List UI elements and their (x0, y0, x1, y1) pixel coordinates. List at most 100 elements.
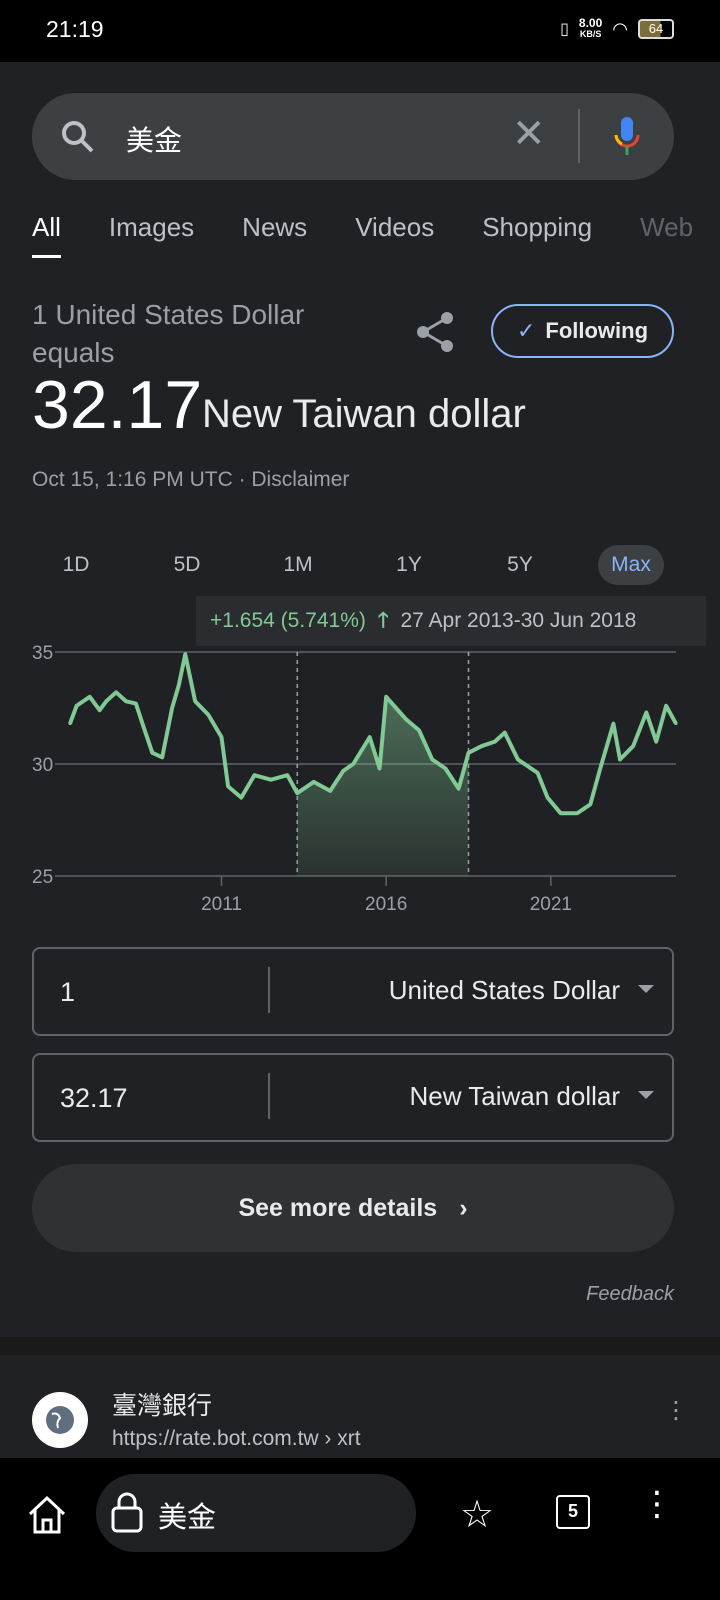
data-point (170, 706, 174, 710)
data-point (183, 652, 187, 656)
selected-range-area (297, 696, 469, 876)
more-options-icon[interactable]: ⋮ (664, 1397, 688, 1424)
amount-to-input[interactable]: 32.17 (60, 1083, 128, 1113)
data-point (575, 811, 579, 815)
data-point (443, 766, 447, 770)
data-point (503, 731, 507, 735)
data-point (134, 702, 138, 706)
range-5y[interactable]: 5Y (507, 553, 533, 576)
x-tick-label: 2011 (201, 894, 242, 915)
timestamp: Oct 15, 1:16 PM UTC · Disclaimer (32, 468, 350, 491)
conversion-label: 1 United States Dollar equals (32, 299, 305, 368)
check-icon: ✓ (516, 318, 536, 343)
y-tick-label: 25 (32, 867, 53, 888)
divider (578, 109, 580, 163)
data-point (430, 758, 434, 762)
to-currency-box: 32.17 New Taiwan dollar (32, 1053, 674, 1142)
tab-all[interactable]: All (32, 212, 61, 258)
data-point (480, 744, 484, 748)
exchange-rate-chart[interactable]: 25 30 35 2011 2016 2021 (0, 600, 720, 930)
menu-icon[interactable]: ⋮ (640, 1485, 674, 1523)
data-point (206, 713, 210, 717)
search-icon (62, 121, 94, 153)
clear-icon[interactable]: ✕ (512, 112, 546, 156)
net-speed: 8.00 KB/S (578, 16, 603, 39)
range-1d[interactable]: 1D (62, 553, 90, 576)
home-icon[interactable] (26, 1494, 68, 1536)
data-point (150, 751, 154, 755)
dropdown-icon[interactable] (638, 985, 654, 993)
x-tick-label: 2021 (530, 894, 572, 915)
from-currency-box: 1 United States Dollar (32, 947, 674, 1036)
lock-icon (111, 1492, 143, 1533)
data-point (368, 735, 372, 739)
browser-toolbar: 美金 ☆ 5 ⋮ (0, 1458, 720, 1600)
currency-from-select[interactable]: United States Dollar (388, 975, 620, 1005)
data-point (598, 766, 602, 770)
x-tick-label: 2016 (365, 894, 407, 915)
data-point (394, 706, 398, 710)
data-point (493, 740, 497, 744)
data-point (177, 684, 181, 688)
range-1m[interactable]: 1M (283, 553, 313, 576)
tab-switcher-button[interactable]: 5 (556, 1495, 590, 1529)
data-point (664, 704, 668, 708)
data-point (68, 722, 72, 726)
data-point (98, 708, 102, 712)
amount-from-input[interactable]: 1 (60, 977, 76, 1007)
tab-images[interactable]: Images (108, 212, 195, 242)
data-point (351, 762, 355, 766)
feedback-link[interactable]: Feedback (586, 1283, 674, 1305)
tab-videos[interactable]: Videos (355, 212, 435, 242)
data-point (457, 787, 461, 791)
tab-shopping[interactable]: Shopping (482, 212, 593, 242)
rate-value: 32.17 (32, 367, 203, 443)
currency-to-select[interactable]: New Taiwan dollar (409, 1081, 620, 1111)
result-title[interactable]: 臺灣銀行 (112, 1392, 213, 1420)
data-point (124, 699, 128, 703)
data-point (140, 722, 144, 726)
arrow-up-icon: 🡑 (377, 609, 389, 632)
result-url[interactable]: https://rate.bot.com.tw › xrt (112, 1427, 361, 1450)
data-point (378, 766, 382, 770)
data-point (88, 695, 92, 699)
data-point (467, 751, 471, 755)
status-bar: 21:19 ▯ 8.00 KB/S ◠ 64 (0, 0, 720, 62)
search-input[interactable]: 美金 (126, 125, 183, 156)
data-point (536, 771, 540, 775)
following-button[interactable]: ✓ Following (491, 304, 674, 358)
data-point (341, 769, 345, 773)
address-bar[interactable]: 美金 (96, 1474, 416, 1552)
data-point (114, 690, 118, 694)
chevron-right-icon: › (459, 1194, 468, 1222)
microphone-icon[interactable] (612, 115, 642, 159)
y-tick-label: 35 (32, 643, 53, 664)
search-tabs: All Images News Videos Shopping Web (32, 212, 693, 258)
see-more-details-button[interactable]: See more details › (32, 1164, 674, 1252)
selection-tooltip: +1.654 (5.741%) 🡑 27 Apr 2013-30 Jun 201… (196, 596, 706, 646)
data-point (631, 744, 635, 748)
data-point (220, 735, 223, 739)
vibrate-icon: ▯ (560, 21, 569, 38)
data-point (618, 758, 622, 762)
address-text[interactable]: 美金 (158, 1502, 217, 1534)
data-point (193, 699, 197, 703)
data-point (674, 722, 678, 726)
selection-change: +1.654 (5.741%) (210, 609, 366, 632)
share-icon[interactable] (415, 310, 457, 354)
tab-web[interactable]: Web (640, 212, 694, 242)
y-tick-label: 30 (32, 755, 53, 776)
dropdown-icon[interactable] (638, 1091, 654, 1099)
battery-icon: 64 (638, 19, 674, 39)
data-point (285, 773, 289, 777)
search-bar[interactable]: 美金 ✕ (32, 93, 674, 180)
data-point (644, 710, 648, 714)
bookmark-star-icon[interactable]: ☆ (460, 1494, 495, 1536)
data-point (384, 695, 388, 699)
data-point (588, 802, 592, 806)
tab-news[interactable]: News (242, 212, 308, 242)
range-5d[interactable]: 5D (173, 553, 201, 576)
data-point (252, 773, 256, 777)
range-max[interactable]: Max (598, 545, 664, 585)
range-1y[interactable]: 1Y (396, 553, 422, 576)
